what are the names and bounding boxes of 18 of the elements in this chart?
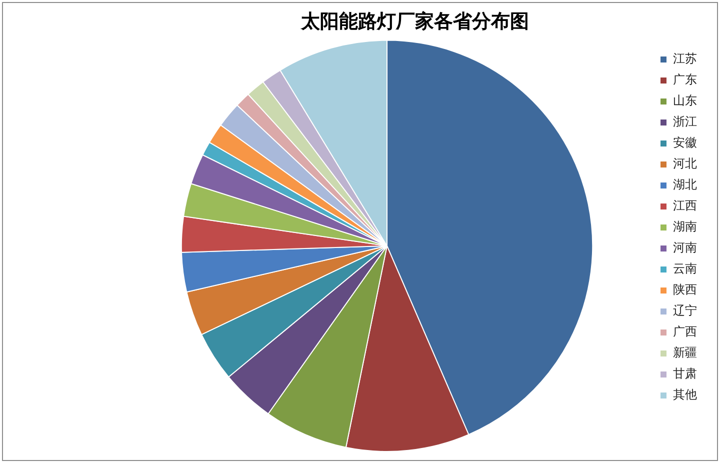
- legend-label: 湖北: [673, 178, 697, 192]
- legend-label: 云南: [673, 262, 697, 276]
- legend-label: 山东: [673, 94, 697, 108]
- legend-label: 江西: [673, 198, 697, 213]
- legend-label: 河北: [673, 156, 697, 171]
- legend-label: 江苏: [673, 52, 697, 66]
- chart-title: 太阳能路灯厂家各省分布图: [300, 10, 529, 32]
- legend-label: 其他: [673, 388, 697, 402]
- legend-label: 河南: [673, 240, 697, 255]
- legend-label: 新疆: [673, 346, 697, 360]
- legend-label: 广东: [673, 72, 697, 87]
- legend-label: 辽宁: [673, 304, 697, 318]
- legend-label: 安徽: [673, 136, 697, 150]
- legend-label: 湖南: [673, 220, 697, 234]
- legend-label: 浙江: [673, 114, 697, 129]
- legend-label: 甘肃: [673, 366, 697, 381]
- legend-label: 陕西: [673, 282, 697, 297]
- legend-label: 广西: [673, 324, 697, 339]
